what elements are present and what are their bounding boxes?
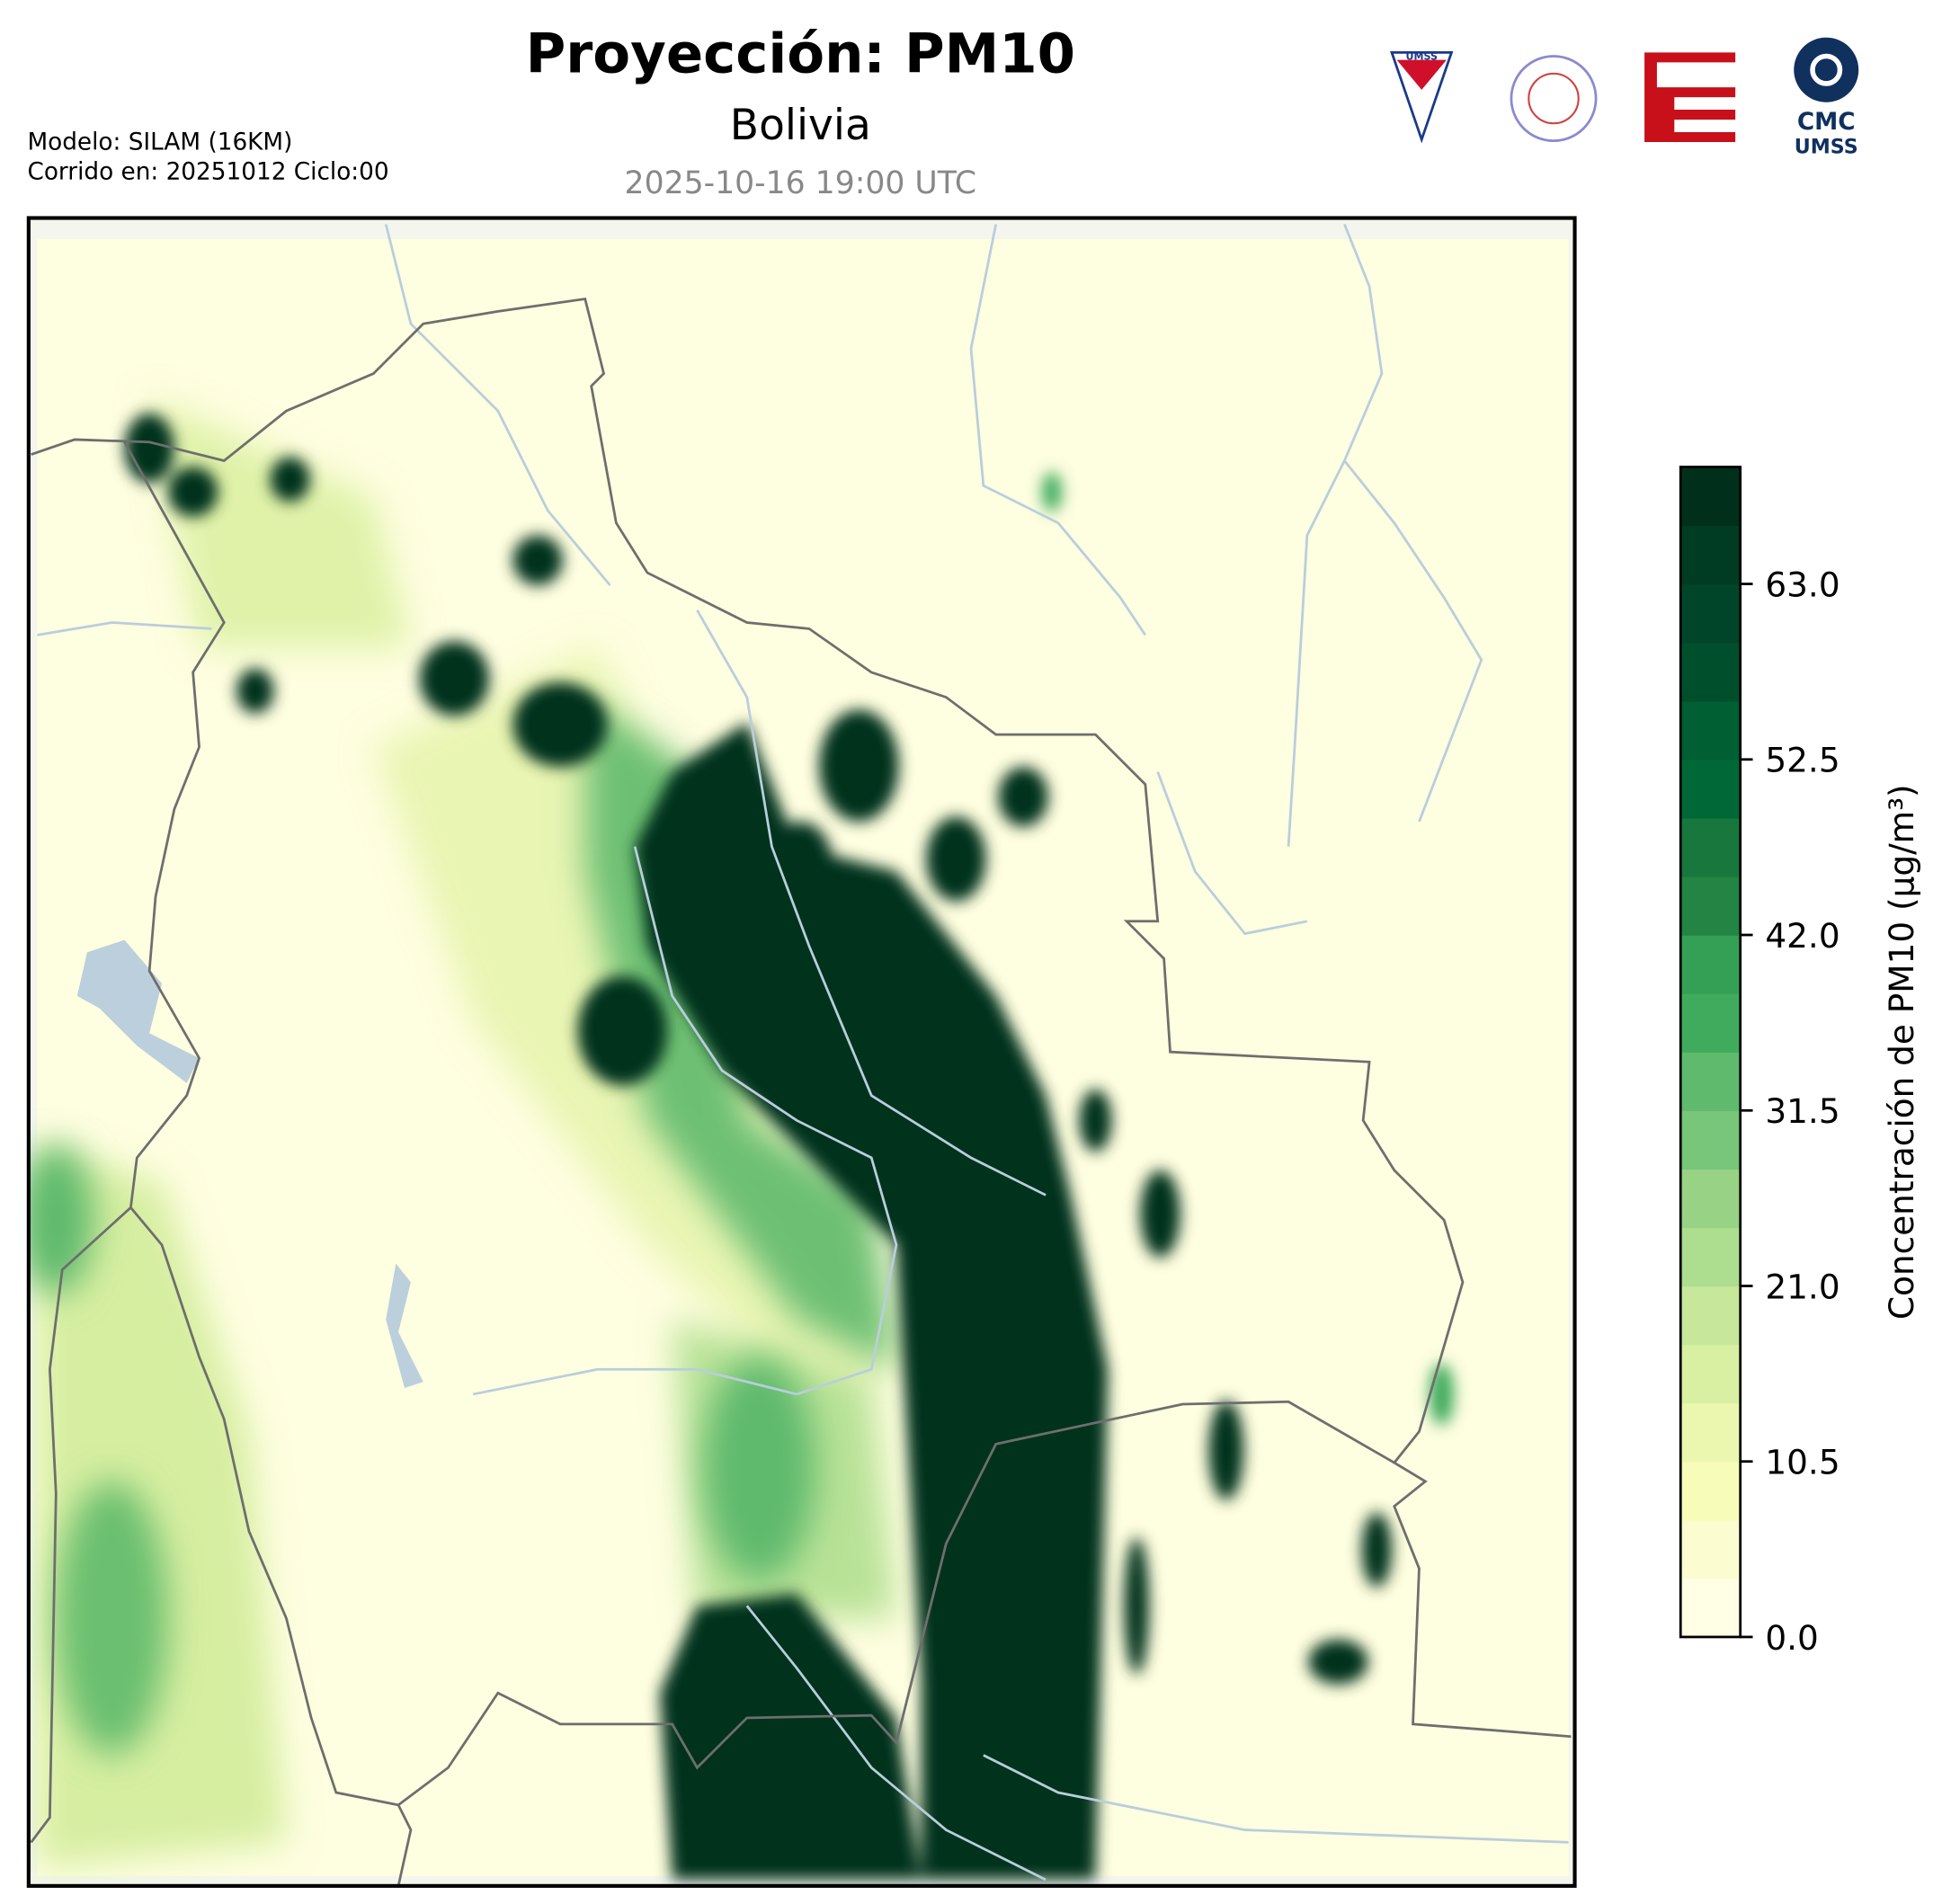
colorbar-band — [1680, 1344, 1741, 1404]
cmc-ring — [1810, 53, 1843, 86]
colorbar-band — [1680, 1052, 1741, 1111]
cmc-logo — [1794, 37, 1859, 102]
colorbar-band — [1680, 993, 1741, 1053]
fisica-logo — [1510, 55, 1598, 143]
dense-plume — [124, 413, 1455, 1880]
colorbar-band — [1680, 1227, 1741, 1287]
red-logo — [1644, 52, 1736, 143]
shield-text: UMSS — [1406, 51, 1438, 63]
logos: UMSS CMC UMSS — [1390, 37, 1859, 158]
colorbar-tick-label: 42.0 — [1765, 916, 1840, 956]
run: Corrido en: 20251012 Ciclo:00 — [27, 159, 388, 186]
colorbar: 0.0 10.5 21.0 31.5 42.0 52.5 63.0 — [1679, 466, 1840, 1658]
colorbar-band — [1680, 642, 1741, 702]
rivers — [37, 223, 1569, 1882]
colorbar-tick-label: 10.5 — [1765, 1443, 1840, 1482]
colorbar-band — [1680, 759, 1741, 819]
colorbar-band — [1680, 876, 1741, 936]
colorbar-band — [1680, 1110, 1741, 1170]
map — [28, 218, 1575, 1886]
region: Bolivia — [730, 101, 871, 150]
colorbar-frame — [1679, 466, 1742, 1639]
title: Proyección: PM10 — [526, 22, 1075, 85]
colorbar-label: Concentración de PM10 (µg/m³) — [1882, 784, 1921, 1320]
colorbar-band — [1680, 525, 1741, 585]
colorbar-band — [1680, 817, 1741, 877]
cmc-top: CMC — [1797, 109, 1856, 136]
shield-red — [1396, 59, 1447, 90]
lakes — [76, 939, 423, 1389]
colorbar-tick-label: 31.5 — [1765, 1091, 1840, 1131]
colorbar-tick-label: 63.0 — [1765, 565, 1840, 604]
shield-logo — [1390, 50, 1454, 144]
colorbar-tick-label: 0.0 — [1765, 1618, 1818, 1658]
model: Modelo: SILAM (16KM) — [27, 129, 292, 156]
colorbar-band — [1680, 1286, 1741, 1346]
colorbar-band — [1680, 583, 1741, 644]
colorbar-band — [1680, 700, 1741, 761]
colorbar-tick-label: 52.5 — [1765, 741, 1840, 780]
colorbar-band — [1680, 935, 1741, 994]
colorbar-tick-label: 21.0 — [1765, 1267, 1840, 1306]
cmc-bottom: UMSS — [1795, 135, 1858, 158]
valid-time: 2025-10-16 19:00 UTC — [625, 165, 977, 201]
fisica-inner — [1528, 72, 1580, 125]
colorbar-band — [1680, 1519, 1741, 1579]
colorbar-band — [1680, 1461, 1741, 1521]
colorbar-band — [1680, 1578, 1741, 1638]
colorbar-band — [1680, 1169, 1741, 1229]
colorbar-band — [1680, 1402, 1741, 1463]
map-frame — [26, 216, 1577, 1888]
colorbar-band — [1680, 467, 1741, 527]
borders — [30, 297, 1572, 1886]
